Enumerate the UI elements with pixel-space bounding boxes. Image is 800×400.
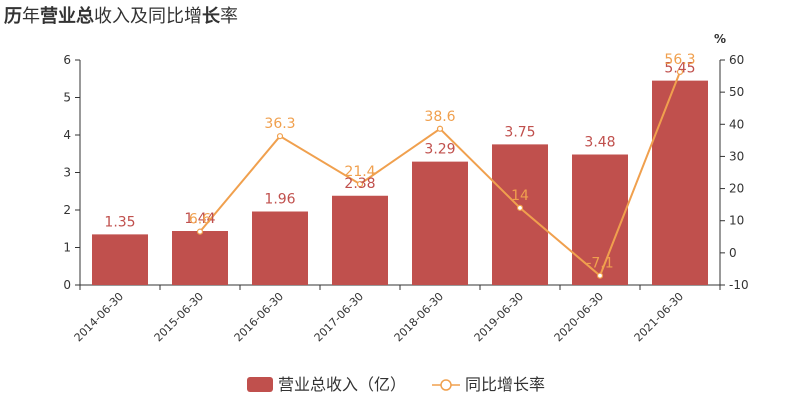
growth-data-label: 14 bbox=[511, 188, 529, 204]
x-tick-label: 2019-06-30 bbox=[472, 290, 526, 344]
growth-data-label: 56.3 bbox=[664, 52, 695, 68]
x-tick-label: 2020-06-30 bbox=[552, 290, 606, 344]
x-tick-label: 2021-06-30 bbox=[632, 290, 686, 344]
bar-revenue bbox=[652, 80, 708, 285]
x-tick-label: 2015-06-30 bbox=[152, 290, 206, 344]
growth-point bbox=[196, 228, 204, 235]
y-left-tick-label: 2 bbox=[63, 203, 71, 217]
bar-data-label: 2.38 bbox=[344, 176, 375, 192]
y-right-tick-label: 50 bbox=[729, 85, 744, 99]
legend-growth-marker bbox=[440, 379, 452, 391]
growth-data-label: 21.4 bbox=[344, 164, 375, 180]
legend-revenue-label: 营业总收入（亿） bbox=[278, 375, 406, 394]
growth-point bbox=[356, 180, 364, 188]
y-left-tick-label: 5 bbox=[63, 91, 71, 105]
bar-revenue bbox=[172, 231, 228, 285]
growth-data-label: 36.3 bbox=[264, 116, 295, 132]
bar-data-label: 3.75 bbox=[504, 124, 535, 140]
growth-point bbox=[676, 68, 684, 75]
chart-title: 历年营业总收入及同比增长率 bbox=[4, 6, 238, 27]
bar-data-label: 1.44 bbox=[184, 211, 215, 227]
bar-revenue bbox=[252, 211, 308, 285]
bar-data-label: 1.35 bbox=[104, 214, 135, 230]
y-right-tick-label: -10 bbox=[729, 278, 749, 292]
legend-growth-label: 同比增长率 bbox=[465, 375, 545, 394]
y-right-tick-label: 30 bbox=[729, 149, 744, 163]
y-right-unit-label: % bbox=[714, 32, 726, 46]
x-tick-label: 2018-06-30 bbox=[392, 290, 446, 344]
y-right-tick-label: 40 bbox=[729, 117, 744, 131]
growth-data-label: 38.6 bbox=[424, 109, 455, 125]
growth-point bbox=[276, 133, 284, 140]
x-tick-label: 2014-06-30 bbox=[72, 290, 126, 344]
y-left-tick-label: 1 bbox=[63, 241, 71, 255]
bar-revenue bbox=[412, 161, 468, 285]
y-left-tick-label: 0 bbox=[63, 278, 71, 292]
bar-revenue bbox=[492, 144, 548, 285]
y-right-tick-label: 60 bbox=[729, 53, 744, 67]
y-left-tick-label: 3 bbox=[63, 166, 71, 180]
bar-revenue bbox=[572, 154, 628, 285]
x-tick-label: 2016-06-30 bbox=[232, 290, 286, 344]
bar-revenue bbox=[92, 234, 148, 285]
bar-revenue bbox=[332, 195, 388, 285]
growth-point bbox=[436, 125, 444, 132]
legend-revenue-swatch bbox=[247, 377, 273, 392]
growth-point bbox=[596, 272, 604, 279]
bar-data-label: 5.45 bbox=[664, 61, 695, 77]
y-right-tick-label: 10 bbox=[729, 214, 744, 228]
bar-data-label: 3.29 bbox=[424, 142, 455, 158]
bar-data-label: 1.96 bbox=[264, 192, 295, 208]
y-left-tick-label: 6 bbox=[63, 53, 71, 67]
y-right-tick-label: 0 bbox=[729, 246, 737, 260]
y-right-tick-label: 20 bbox=[729, 182, 744, 196]
bar-data-label: 3.48 bbox=[584, 135, 615, 151]
y-left-tick-label: 4 bbox=[63, 128, 71, 142]
growth-data-label: 6.6 bbox=[189, 212, 211, 228]
growth-point bbox=[516, 204, 524, 211]
x-tick-label: 2017-06-30 bbox=[312, 290, 366, 344]
growth-data-label: -7.1 bbox=[586, 256, 613, 272]
